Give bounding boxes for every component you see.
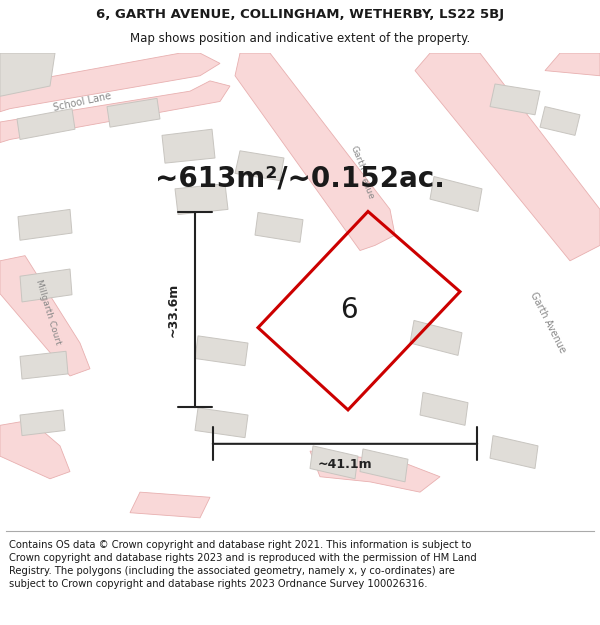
Text: Map shows position and indicative extent of the property.: Map shows position and indicative extent… (130, 32, 470, 45)
Polygon shape (490, 436, 538, 469)
Polygon shape (0, 81, 230, 142)
Polygon shape (0, 53, 55, 96)
Polygon shape (130, 492, 210, 518)
Polygon shape (415, 53, 600, 261)
Polygon shape (20, 410, 65, 436)
Polygon shape (310, 451, 440, 492)
Polygon shape (235, 53, 395, 251)
Polygon shape (107, 98, 160, 127)
Polygon shape (0, 256, 90, 376)
Polygon shape (20, 269, 72, 302)
Text: 6: 6 (340, 296, 358, 324)
Polygon shape (17, 109, 75, 139)
Text: Garth Avenue: Garth Avenue (529, 291, 568, 354)
Polygon shape (195, 336, 248, 366)
Polygon shape (0, 420, 70, 479)
Polygon shape (162, 129, 215, 163)
Polygon shape (410, 321, 462, 356)
Polygon shape (420, 392, 468, 425)
Polygon shape (490, 84, 540, 115)
Polygon shape (255, 213, 303, 243)
Text: ~41.1m: ~41.1m (317, 458, 373, 471)
Polygon shape (20, 351, 68, 379)
Polygon shape (195, 408, 248, 437)
Text: Garth: Garth (349, 144, 367, 171)
Text: ~613m²/~0.152ac.: ~613m²/~0.152ac. (155, 164, 445, 192)
Polygon shape (430, 176, 482, 211)
Polygon shape (175, 184, 228, 214)
Text: Contains OS data © Crown copyright and database right 2021. This information is : Contains OS data © Crown copyright and d… (9, 540, 477, 589)
Polygon shape (18, 209, 72, 240)
Text: 6, GARTH AVENUE, COLLINGHAM, WETHERBY, LS22 5BJ: 6, GARTH AVENUE, COLLINGHAM, WETHERBY, L… (96, 8, 504, 21)
Polygon shape (235, 151, 284, 181)
Polygon shape (540, 107, 580, 136)
Text: enue: enue (359, 177, 376, 201)
Polygon shape (545, 53, 600, 76)
Polygon shape (0, 53, 220, 112)
Text: School Lane: School Lane (52, 91, 112, 112)
Text: Millgarth Court: Millgarth Court (34, 279, 62, 346)
Polygon shape (360, 449, 408, 482)
Text: ~33.6m: ~33.6m (167, 282, 179, 337)
Polygon shape (310, 446, 358, 479)
